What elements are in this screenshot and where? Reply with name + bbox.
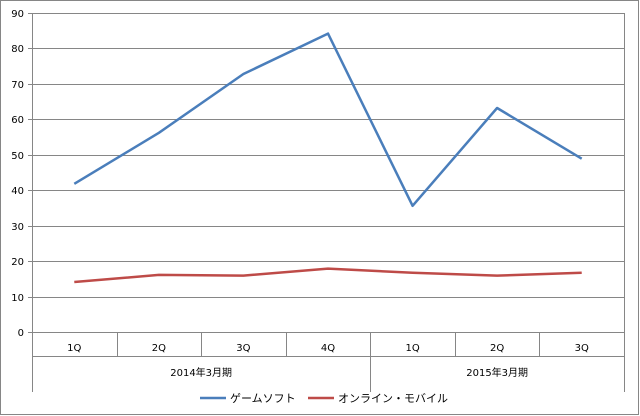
y-tick-label: 0 [18, 328, 24, 339]
x-group-label: 2015年3月期 [466, 366, 528, 379]
x-tick-label: 1Q [405, 343, 419, 354]
x-tick-label: 3Q [575, 343, 589, 354]
y-tick-label: 70 [11, 80, 24, 91]
x-tick-label: 2Q [152, 343, 166, 354]
x-tick-label: 1Q [67, 343, 81, 354]
x-tick-label: 4Q [321, 343, 335, 354]
y-tick-label: 60 [11, 115, 24, 126]
legend-label: ゲームソフト [230, 392, 296, 405]
x-tick-label: 3Q [236, 343, 250, 354]
y-tick-label: 40 [11, 186, 24, 197]
y-tick-label: 90 [11, 9, 24, 20]
y-tick-label: 30 [11, 222, 24, 233]
grid-lines [28, 13, 624, 333]
x-tick-label: 2Q [490, 343, 504, 354]
legend-label: オンライン・モバイル [338, 392, 448, 405]
y-tick-label: 50 [11, 151, 24, 162]
y-tick-label: 20 [11, 257, 24, 268]
y-tick-label: 10 [11, 293, 24, 304]
y-tick-label: 80 [11, 44, 24, 55]
series-line-1 [74, 267, 582, 284]
x-group-label: 2014年3月期 [170, 366, 232, 379]
legend: ゲームソフト オンライン・モバイル [200, 392, 448, 405]
series-lines [73, 32, 583, 284]
